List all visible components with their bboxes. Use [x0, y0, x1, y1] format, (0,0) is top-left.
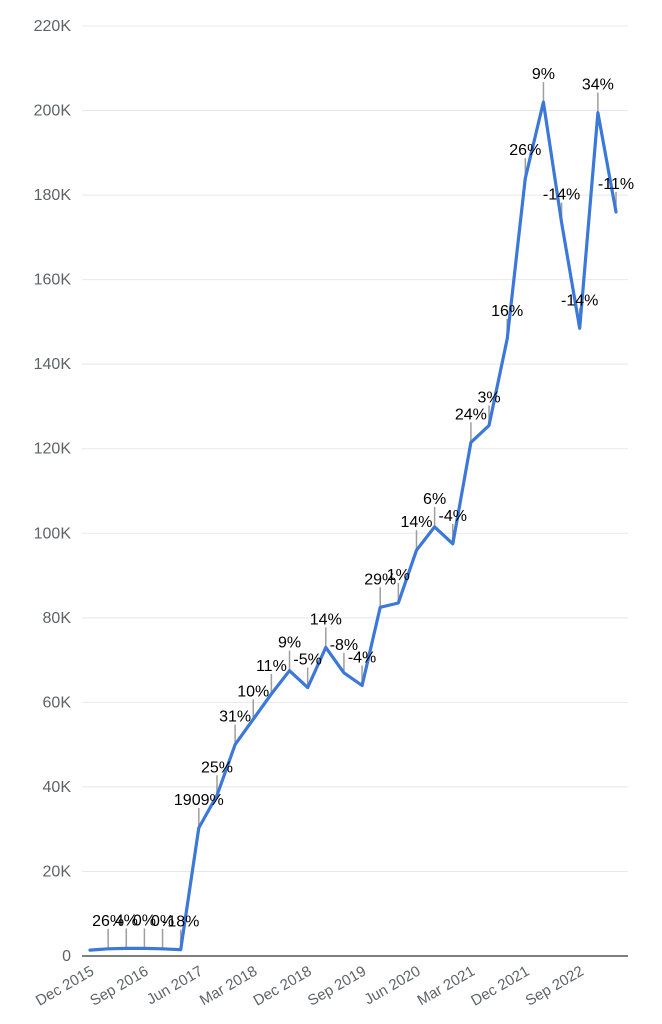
data-label: -8%: [330, 637, 358, 654]
y-tick-label: 220K: [34, 18, 72, 35]
data-label: 0%: [151, 913, 174, 930]
x-tick-label: Jun 2020: [362, 963, 424, 1009]
data-label: -14%: [561, 292, 598, 309]
data-point: [161, 947, 165, 951]
data-point: [596, 111, 600, 115]
data-label: 3%: [477, 389, 500, 406]
y-tick-label: 60K: [43, 694, 72, 711]
data-label: 14%: [400, 514, 432, 531]
data-point: [106, 947, 110, 951]
data-label: -11%: [598, 176, 634, 193]
x-tick-label: Mar 2018: [197, 963, 260, 1009]
data-point: [487, 423, 491, 427]
y-tick-label: 40K: [43, 779, 72, 796]
data-point: [124, 946, 128, 950]
y-axis-ticks: 0 20K 40K 60K 80K 100K 120K 140K 160K 180K 200K 220…: [34, 18, 72, 965]
data-label-stems: [107, 82, 617, 950]
data-points: [88, 100, 618, 952]
data-point: [560, 221, 564, 225]
x-tick-label: Dec 2021: [468, 963, 532, 1010]
data-point: [414, 548, 418, 552]
y-tick-label: 180K: [34, 187, 72, 204]
data-point: [288, 669, 292, 673]
data-label: 34%: [582, 77, 614, 94]
data-point: [342, 671, 346, 675]
x-tick-label: Dec 2015: [33, 963, 97, 1010]
data-label: -4%: [348, 649, 376, 666]
x-tick-label: Jun 2017: [144, 963, 206, 1009]
data-point: [396, 601, 400, 605]
data-point: [378, 605, 382, 609]
data-label: 24%: [455, 406, 487, 423]
data-point: [541, 100, 545, 104]
gridlines: [82, 25, 628, 872]
data-point: [233, 743, 237, 747]
y-tick-label: 0: [62, 948, 71, 965]
data-label: 4%: [115, 912, 138, 929]
data-point: [306, 686, 310, 690]
data-point: [469, 440, 473, 444]
data-point: [269, 692, 273, 696]
data-point: [433, 525, 437, 529]
data-point: [197, 826, 201, 830]
data-label: 25%: [201, 759, 233, 776]
data-label: 29%: [364, 571, 396, 588]
data-label: -18%: [162, 914, 199, 931]
series-line: [88, 100, 618, 952]
data-point: [142, 946, 146, 950]
data-label: 31%: [219, 709, 251, 726]
data-label: 1909%: [174, 792, 224, 809]
data-point: [578, 326, 582, 330]
data-label: 16%: [491, 303, 523, 320]
y-tick-label: 100K: [34, 525, 72, 542]
data-point: [523, 176, 527, 180]
data-label: 14%: [310, 611, 342, 628]
data-point: [88, 948, 92, 952]
data-label: 11%: [256, 658, 287, 675]
data-label: -5%: [293, 652, 321, 669]
x-tick-label: Sep 2019: [305, 963, 369, 1010]
y-tick-label: 80K: [43, 610, 72, 627]
data-point: [614, 210, 618, 214]
data-labels: 26%4%0%0%-18%1909%25%31%10%11%9%-5%14%-8…: [92, 66, 634, 931]
data-label: 26%: [509, 142, 541, 159]
data-label: -14%: [543, 187, 580, 204]
data-label: -4%: [439, 508, 467, 525]
data-label: 1%: [387, 567, 410, 584]
y-tick-label: 120K: [34, 441, 72, 458]
data-label: 9%: [532, 66, 555, 83]
y-tick-label: 20K: [43, 863, 72, 880]
data-label: 0%: [133, 912, 156, 929]
x-tick-label: Sep 2016: [87, 963, 151, 1010]
data-label: 26%: [92, 913, 124, 930]
data-point: [324, 645, 328, 649]
y-tick-label: 200K: [34, 103, 72, 120]
data-point: [179, 948, 183, 952]
data-point: [505, 337, 509, 341]
x-tick-label: Sep 2022: [523, 963, 587, 1010]
data-label: 9%: [278, 635, 301, 652]
y-tick-label: 160K: [34, 272, 72, 289]
data-point: [251, 717, 255, 721]
x-tick-label: Mar 2021: [415, 963, 478, 1009]
data-label: 10%: [237, 683, 269, 700]
x-tick-label: Dec 2018: [251, 963, 315, 1010]
y-tick-label: 140K: [34, 356, 72, 373]
data-point: [451, 542, 455, 546]
data-point: [360, 683, 364, 687]
data-label: 6%: [423, 491, 446, 508]
